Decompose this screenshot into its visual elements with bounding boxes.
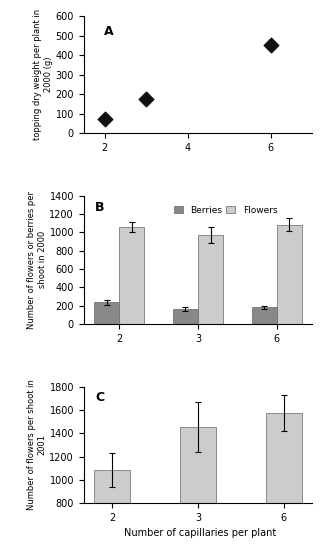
Y-axis label: Number of flowers or berries per
shoot in 2000: Number of flowers or berries per shoot i… bbox=[27, 191, 47, 329]
Text: A: A bbox=[104, 25, 114, 38]
Legend: Berries, Flowers: Berries, Flowers bbox=[172, 204, 279, 217]
Bar bbox=[173, 309, 198, 324]
Y-axis label: Number of flowers per shoot in
2001: Number of flowers per shoot in 2001 bbox=[27, 380, 47, 510]
Bar bbox=[119, 227, 145, 324]
Point bbox=[102, 115, 107, 124]
Y-axis label: topping dry weight per plant in
2000 (g): topping dry weight per plant in 2000 (g) bbox=[33, 9, 53, 140]
Point bbox=[268, 40, 273, 49]
Text: C: C bbox=[95, 391, 104, 404]
Text: Number of capillaries per plant: Number of capillaries per plant bbox=[124, 528, 276, 538]
Bar bbox=[266, 413, 302, 547]
Text: B: B bbox=[95, 201, 105, 214]
Bar bbox=[277, 225, 302, 324]
Bar bbox=[94, 470, 130, 547]
Point bbox=[144, 95, 149, 103]
Bar bbox=[251, 307, 277, 324]
Bar bbox=[94, 302, 119, 324]
Bar bbox=[198, 235, 223, 324]
Bar bbox=[180, 427, 216, 547]
